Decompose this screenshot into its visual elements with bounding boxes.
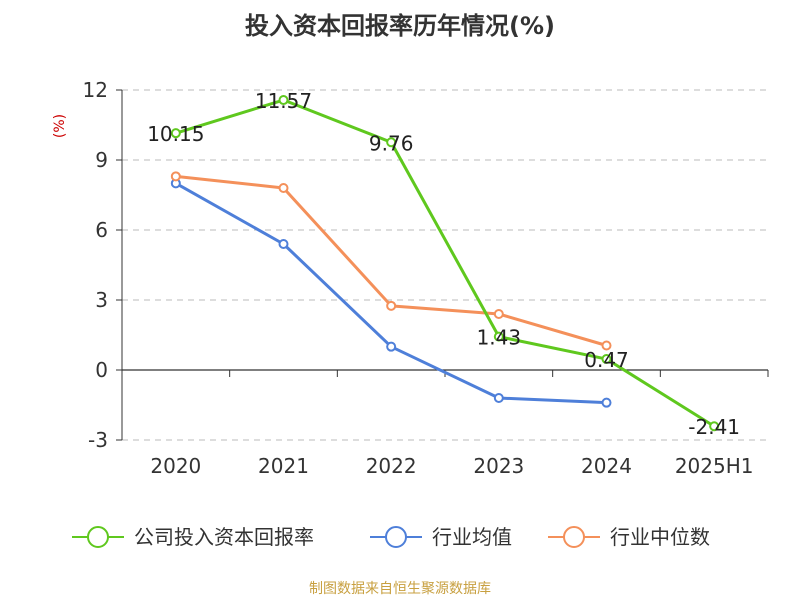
- axis-layer: 12 9 6 3 0 -3 2020 2021 2022 2023 2024 2025H1: [83, 78, 769, 478]
- x-tick-label: 2020: [150, 454, 201, 478]
- legend-item: 行业中位数: [548, 525, 710, 549]
- data-point: [278, 239, 289, 249]
- legend-label: 行业中位数: [610, 525, 710, 549]
- x-tick-label: 2024: [581, 454, 632, 478]
- legend-swatch-marker: [563, 526, 585, 548]
- legend-swatch-marker: [385, 526, 407, 548]
- data-point: [278, 95, 289, 106]
- data-point: [170, 171, 181, 182]
- data-label: 11.57: [255, 89, 312, 113]
- y-tick-label: 0: [95, 358, 108, 382]
- series-layer: [170, 95, 720, 432]
- data-label-layer: 10.15 11.57 9.76 1.43 0.47 -2.41: [147, 89, 740, 439]
- data-label: 10.15: [147, 122, 204, 146]
- y-tick-label: 6: [95, 218, 108, 242]
- series-line: [175, 174, 607, 347]
- data-label: 1.43: [477, 326, 522, 350]
- data-point: [601, 397, 612, 408]
- x-tick-label: 2021: [258, 454, 309, 478]
- y-axis-label: (%): [52, 114, 68, 138]
- y-tick-label: -3: [88, 428, 108, 452]
- chart-title: 投入资本回报率历年情况(%): [245, 12, 555, 40]
- data-point: [601, 354, 612, 365]
- legend-item: 公司投入资本回报率: [72, 525, 314, 549]
- legend-label: 行业均值: [432, 525, 512, 549]
- y-tick-label: 12: [83, 78, 108, 102]
- data-point: [386, 137, 397, 148]
- y-tick-label: 9: [95, 148, 108, 172]
- data-point: [170, 128, 181, 139]
- x-tick-label: 2025H1: [675, 454, 754, 478]
- data-point: [386, 300, 397, 311]
- data-point: [493, 393, 504, 403]
- data-label: 9.76: [369, 131, 414, 155]
- data-label: -2.41: [688, 415, 740, 439]
- legend-swatch-marker: [87, 526, 109, 548]
- x-tick-label: 2023: [473, 454, 524, 478]
- x-tick-label: 2022: [366, 454, 417, 478]
- data-label: 0.47: [584, 348, 629, 372]
- grid-layer: [122, 89, 768, 441]
- data-point: [493, 309, 504, 319]
- data-point: [709, 421, 720, 432]
- y-tick-label: 3: [95, 288, 108, 312]
- data-point: [386, 341, 397, 352]
- data-point: [601, 340, 612, 351]
- series-line: [175, 98, 715, 428]
- legend: 公司投入资本回报率 行业均值 行业中位数: [72, 525, 710, 549]
- legend-label: 公司投入资本回报率: [134, 525, 314, 549]
- source-note: 制图数据来自恒生聚源数据库: [309, 581, 491, 597]
- legend-item: 行业均值: [370, 525, 512, 549]
- data-point: [278, 183, 289, 193]
- data-point: [493, 331, 504, 342]
